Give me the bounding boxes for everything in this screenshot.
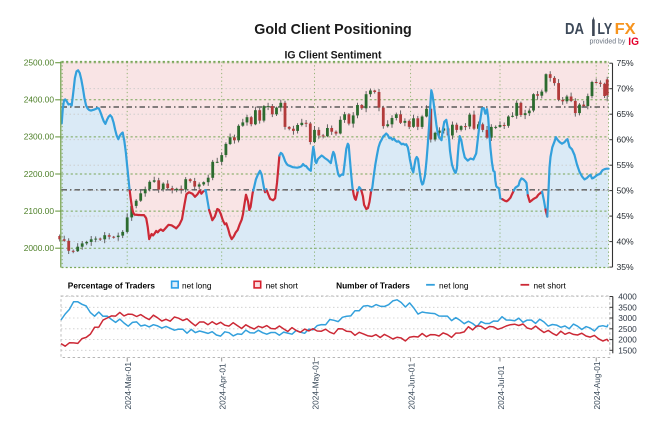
svg-text:45%: 45% — [617, 211, 635, 221]
svg-text:2024-Aug-01: 2024-Aug-01 — [592, 361, 602, 409]
svg-text:LY: LY — [597, 21, 612, 38]
svg-text:net long: net long — [182, 280, 212, 290]
svg-text:provided by: provided by — [590, 37, 626, 46]
svg-text:Percentage of Traders: Percentage of Traders — [68, 280, 156, 290]
svg-text:2500.00: 2500.00 — [24, 58, 55, 68]
svg-text:2024-Apr-01: 2024-Apr-01 — [218, 363, 228, 410]
svg-text:DA: DA — [565, 21, 584, 38]
svg-text:Number of Traders: Number of Traders — [336, 280, 410, 290]
svg-text:net short: net short — [266, 280, 299, 290]
svg-text:40%: 40% — [617, 237, 635, 247]
svg-text:2200.00: 2200.00 — [24, 169, 55, 179]
svg-text:2100.00: 2100.00 — [24, 206, 55, 216]
svg-text:2500: 2500 — [618, 324, 637, 334]
svg-text:75%: 75% — [617, 58, 635, 68]
svg-text:2024-May-01: 2024-May-01 — [311, 360, 321, 409]
svg-text:FX: FX — [615, 21, 637, 38]
svg-text:2000.00: 2000.00 — [24, 243, 55, 253]
svg-text:net short: net short — [534, 280, 567, 290]
svg-text:2024-Jun-01: 2024-Jun-01 — [407, 363, 417, 410]
svg-text:Gold Client Positioning: Gold Client Positioning — [254, 21, 412, 38]
svg-text:50%: 50% — [617, 186, 635, 196]
svg-text:3500: 3500 — [618, 302, 637, 312]
svg-text:2300.00: 2300.00 — [24, 132, 55, 142]
svg-text:IG Client Sentiment: IG Client Sentiment — [285, 50, 382, 62]
svg-text:60%: 60% — [617, 135, 635, 145]
svg-text:55%: 55% — [617, 160, 635, 170]
svg-text:2024-Mar-01: 2024-Mar-01 — [123, 362, 133, 410]
svg-text:70%: 70% — [617, 84, 635, 94]
svg-text:2400.00: 2400.00 — [24, 95, 55, 105]
svg-text:4000: 4000 — [618, 292, 637, 302]
svg-text:35%: 35% — [617, 262, 635, 272]
svg-text:2000: 2000 — [618, 335, 637, 345]
svg-text:net long: net long — [439, 280, 469, 290]
svg-text:2024-Jul-01: 2024-Jul-01 — [496, 365, 506, 409]
svg-text:65%: 65% — [617, 109, 635, 119]
svg-text:1500: 1500 — [618, 345, 637, 355]
svg-text:3000: 3000 — [618, 313, 637, 323]
svg-text:IG: IG — [628, 36, 639, 48]
